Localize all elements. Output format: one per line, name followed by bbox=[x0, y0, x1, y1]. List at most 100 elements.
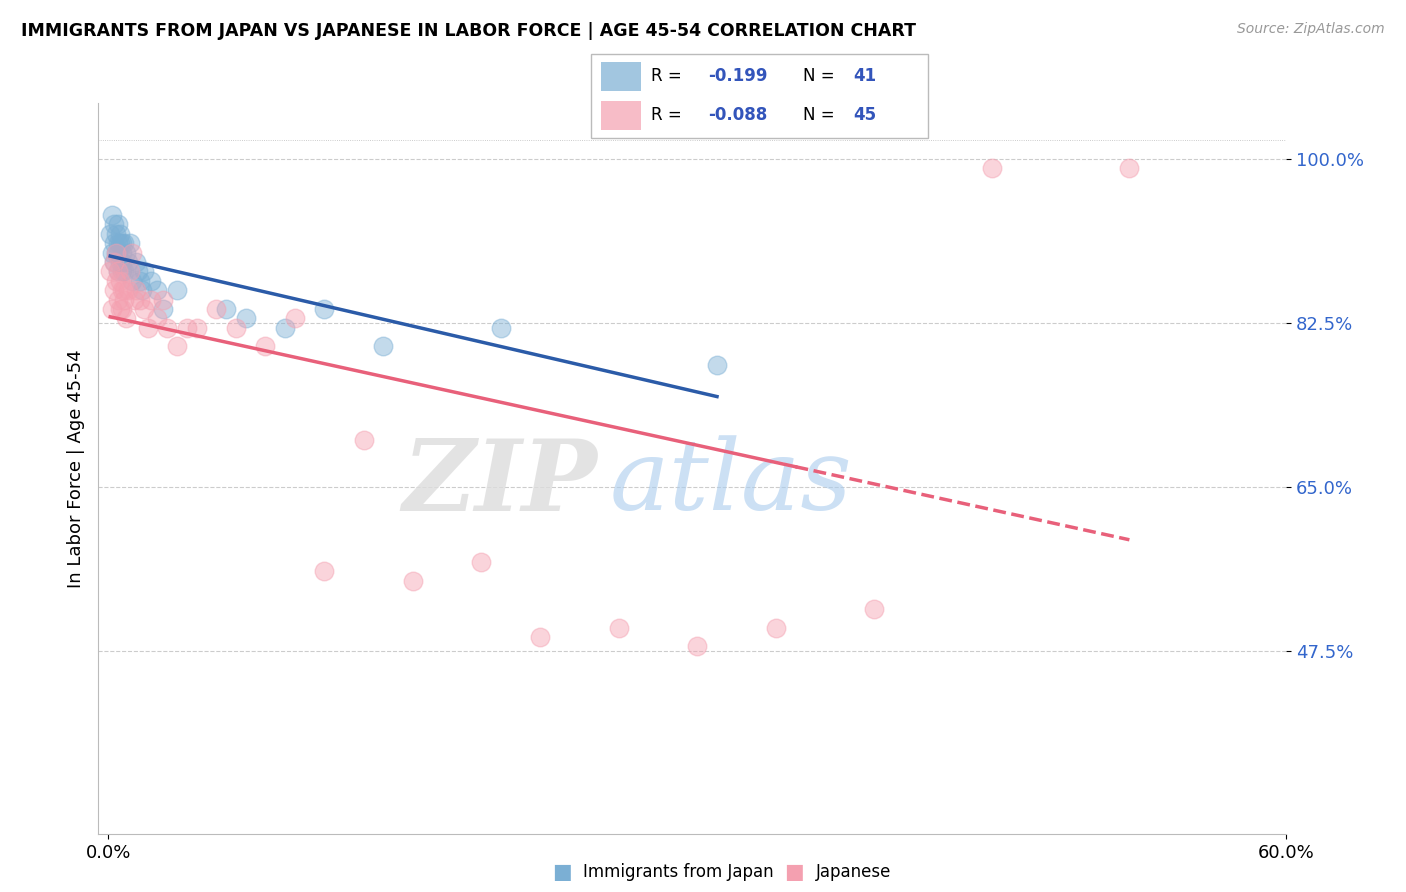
Point bbox=[470, 555, 492, 569]
Text: ■: ■ bbox=[785, 863, 804, 882]
Point bbox=[105, 274, 128, 288]
Point bbox=[132, 301, 155, 316]
Point bbox=[225, 320, 247, 334]
Point bbox=[1118, 161, 1140, 176]
Point bbox=[128, 274, 150, 288]
Point bbox=[105, 227, 128, 241]
Text: IMMIGRANTS FROM JAPAN VS JAPANESE IN LABOR FORCE | AGE 45-54 CORRELATION CHART: IMMIGRANTS FROM JAPAN VS JAPANESE IN LAB… bbox=[21, 22, 917, 40]
Point bbox=[215, 301, 238, 316]
Point bbox=[103, 236, 125, 251]
Point bbox=[152, 293, 174, 307]
Point bbox=[101, 208, 124, 222]
Point bbox=[111, 245, 134, 260]
Text: N =: N = bbox=[803, 106, 839, 124]
Point bbox=[125, 255, 148, 269]
Point bbox=[186, 320, 208, 334]
Point bbox=[373, 339, 395, 353]
Point bbox=[101, 301, 124, 316]
Point bbox=[401, 574, 423, 588]
Point bbox=[108, 236, 131, 251]
Point bbox=[128, 293, 150, 307]
Point bbox=[103, 255, 125, 269]
Point bbox=[863, 602, 886, 616]
Point bbox=[107, 218, 129, 232]
Point bbox=[176, 320, 198, 334]
Point bbox=[127, 264, 149, 278]
Point bbox=[706, 358, 728, 372]
Point bbox=[112, 293, 135, 307]
Point bbox=[686, 640, 709, 654]
Text: Japanese: Japanese bbox=[815, 863, 891, 881]
Point bbox=[112, 236, 135, 251]
Point bbox=[108, 227, 131, 241]
Point bbox=[112, 264, 135, 278]
Point bbox=[115, 245, 138, 260]
Point bbox=[136, 320, 159, 334]
Point bbox=[141, 293, 163, 307]
Point bbox=[117, 255, 139, 269]
Point bbox=[107, 264, 129, 278]
Text: Source: ZipAtlas.com: Source: ZipAtlas.com bbox=[1237, 22, 1385, 37]
Point bbox=[607, 621, 630, 635]
Point bbox=[101, 245, 124, 260]
Point bbox=[152, 301, 174, 316]
Point bbox=[108, 301, 131, 316]
Point bbox=[111, 283, 134, 297]
Text: N =: N = bbox=[803, 68, 839, 86]
Point bbox=[131, 283, 153, 297]
Point bbox=[121, 245, 143, 260]
Text: R =: R = bbox=[651, 106, 688, 124]
Point bbox=[107, 245, 129, 260]
Text: -0.088: -0.088 bbox=[709, 106, 768, 124]
Point bbox=[108, 255, 131, 269]
Point bbox=[156, 320, 179, 334]
Point bbox=[111, 255, 134, 269]
Text: Immigrants from Japan: Immigrants from Japan bbox=[583, 863, 775, 881]
Text: ZIP: ZIP bbox=[402, 434, 598, 531]
Point bbox=[254, 339, 277, 353]
Point bbox=[115, 311, 138, 326]
Point bbox=[111, 264, 134, 278]
Point bbox=[108, 274, 131, 288]
Point bbox=[122, 293, 145, 307]
Point bbox=[235, 311, 257, 326]
Point bbox=[118, 236, 141, 251]
Point bbox=[103, 255, 125, 269]
Point bbox=[125, 283, 148, 297]
Point bbox=[107, 236, 129, 251]
Point bbox=[284, 311, 307, 326]
Point bbox=[107, 264, 129, 278]
Point bbox=[314, 301, 336, 316]
Point bbox=[765, 621, 787, 635]
Point bbox=[112, 283, 135, 297]
Point bbox=[111, 236, 134, 251]
Point bbox=[353, 433, 375, 447]
Point bbox=[166, 339, 188, 353]
Point bbox=[98, 264, 121, 278]
Point bbox=[274, 320, 297, 334]
Point bbox=[980, 161, 1002, 176]
Point bbox=[205, 301, 228, 316]
Point bbox=[117, 283, 139, 297]
Point bbox=[141, 274, 163, 288]
Point bbox=[105, 245, 128, 260]
Point bbox=[103, 283, 125, 297]
Bar bbox=[600, 62, 641, 91]
Text: -0.199: -0.199 bbox=[709, 68, 768, 86]
Text: 45: 45 bbox=[853, 106, 877, 124]
Point bbox=[132, 264, 155, 278]
Point bbox=[146, 311, 169, 326]
Point bbox=[107, 293, 129, 307]
Y-axis label: In Labor Force | Age 45-54: In Labor Force | Age 45-54 bbox=[66, 349, 84, 588]
Point bbox=[489, 320, 512, 334]
Text: R =: R = bbox=[651, 68, 688, 86]
Point bbox=[118, 264, 141, 278]
Point bbox=[314, 565, 336, 579]
Point bbox=[146, 283, 169, 297]
Point bbox=[103, 218, 125, 232]
Text: ■: ■ bbox=[553, 863, 572, 882]
Point bbox=[121, 274, 143, 288]
Text: atlas: atlas bbox=[609, 435, 852, 531]
Bar bbox=[600, 101, 641, 130]
Point bbox=[105, 245, 128, 260]
